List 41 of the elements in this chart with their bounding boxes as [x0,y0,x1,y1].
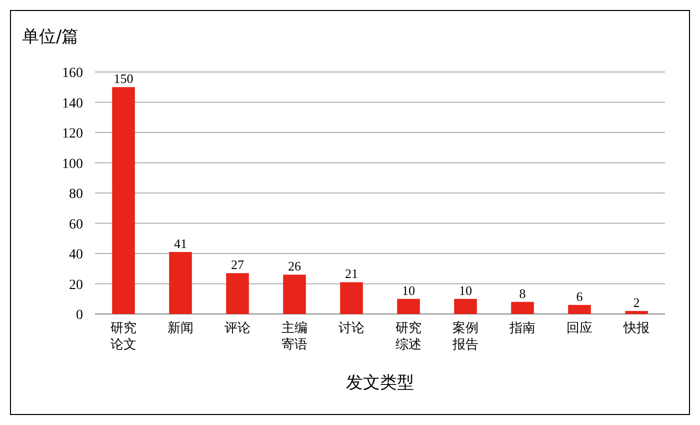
x-tick-label: 回应 [566,320,592,336]
y-tick-label: 60 [69,217,83,232]
y-tick-label: 160 [62,66,83,81]
bar [511,302,534,314]
data-label: 21 [345,266,358,282]
x-tick-label: 指南 [508,321,536,336]
y-axis-title: 单位/篇 [22,27,79,47]
x-tick-label: 研究综述 [396,321,422,352]
y-tick-label: 0 [76,308,83,323]
data-label: 6 [576,288,584,304]
data-label: 26 [288,258,302,274]
x-axis-title: 发文类型 [346,373,414,393]
bar [568,304,591,314]
x-tick-label: 评论 [224,321,250,336]
y-tick-label: 80 [69,187,83,202]
data-label: 2 [633,294,640,310]
bar [340,282,363,314]
x-tick-label: 讨论 [338,321,364,336]
bar [226,273,249,314]
bar [397,298,420,314]
x-tick-label: 主编寄语 [282,320,308,352]
x-tick-label: 快报 [622,321,650,336]
bar [112,87,135,314]
bar [454,298,477,314]
y-tick-label: 100 [62,156,83,172]
y-tick-label: 140 [62,96,83,112]
y-tick-label: 40 [69,248,83,262]
bar [283,274,306,314]
data-label: 150 [114,71,134,86]
data-label: 10 [459,282,472,298]
x-tick-label: 案例报告 [452,320,478,352]
data-label: 41 [174,236,187,251]
bar [169,252,192,314]
x-tick-label: 研究论文 [110,321,136,352]
data-label: 27 [231,257,244,272]
data-label: 8 [519,286,526,301]
y-tick-label: 20 [69,278,83,293]
bar [625,310,648,314]
x-tick-label: 新闻 [168,321,194,336]
y-tick-label: 120 [62,126,83,142]
data-label: 10 [402,282,415,298]
